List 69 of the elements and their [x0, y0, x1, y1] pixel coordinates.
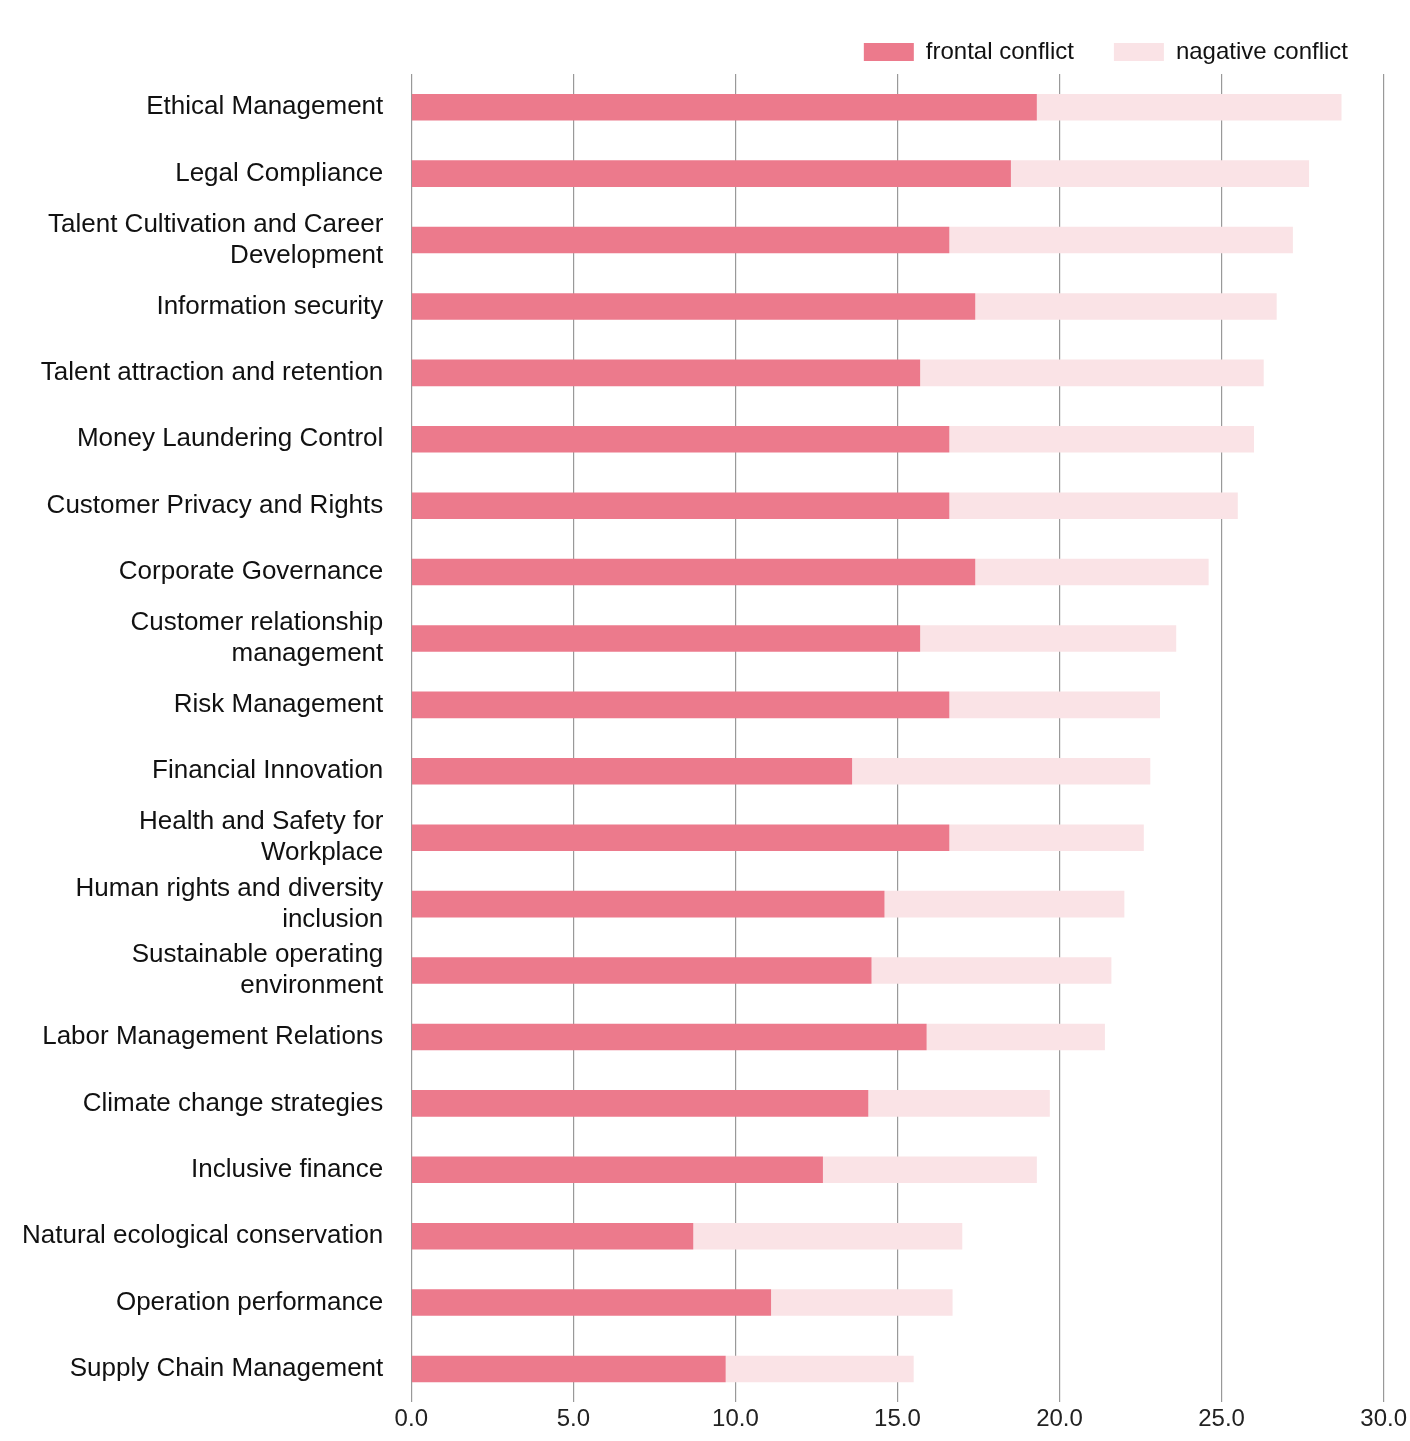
- bar: [871, 957, 1112, 984]
- bar: [411, 691, 950, 719]
- bar: [949, 492, 1238, 519]
- bar: [693, 1222, 963, 1250]
- y-tick-label: Natural ecological conservation: [22, 1219, 384, 1250]
- y-tick-label: Customer Privacy and Rights: [46, 488, 384, 519]
- bar: [920, 625, 1177, 652]
- y-tick-label: Corporate Governance: [118, 555, 384, 586]
- y-tick-label: Operation performance: [115, 1285, 384, 1316]
- y-tick-label: Financial Innovation: [152, 754, 384, 785]
- bar: [411, 293, 976, 320]
- bar: [920, 359, 1264, 387]
- y-tick-label: Human rights and diversity inclusion: [75, 871, 384, 933]
- y-tick-label: Legal Compliance: [175, 156, 384, 187]
- bar: [852, 758, 1151, 785]
- y-tick-label: Information security: [156, 289, 384, 320]
- y-tick-label: Inclusive finance: [191, 1152, 384, 1183]
- x-tick-label: 15.0: [874, 1404, 921, 1432]
- bar: [1036, 93, 1342, 121]
- bar: [411, 758, 853, 785]
- bar: [949, 824, 1144, 851]
- bar: [411, 957, 872, 984]
- y-tick-label: Labor Management Relations: [42, 1020, 384, 1051]
- y-tick-label: Talent attraction and retention: [40, 356, 384, 387]
- bar: [926, 1023, 1105, 1051]
- bar: [975, 293, 1277, 320]
- bar: [411, 625, 921, 652]
- bar: [1010, 160, 1310, 187]
- bar: [725, 1355, 914, 1383]
- x-tick-label: 5.0: [556, 1404, 591, 1432]
- legend-label: frontal conflict: [925, 36, 1075, 64]
- bar: [411, 492, 950, 519]
- bar: [411, 558, 976, 586]
- bar: [411, 1156, 823, 1184]
- bar: [868, 1090, 1050, 1117]
- y-tick-label: Talent Cultivation and Career Development: [48, 207, 385, 269]
- bar: [411, 1023, 927, 1051]
- bar: [822, 1156, 1037, 1184]
- y-tick-label: Ethical Management: [146, 90, 385, 121]
- bar: [411, 160, 1011, 187]
- x-tick-label: 30.0: [1360, 1404, 1407, 1432]
- bar: [884, 890, 1125, 918]
- y-tick-label: Climate change strategies: [82, 1086, 384, 1117]
- x-tick-label: 10.0: [712, 1404, 759, 1432]
- bar: [411, 359, 921, 387]
- x-tick-label: 20.0: [1036, 1404, 1083, 1432]
- legend-label: nagative conflict: [1175, 36, 1349, 64]
- y-tick-label: Risk Management: [173, 688, 385, 719]
- bar: [411, 890, 885, 918]
- y-tick-label: Sustainable operating environment: [131, 938, 385, 1000]
- bar: [411, 226, 950, 254]
- y-tick-label: Health and Safety for Workplace: [139, 805, 384, 867]
- bar: [411, 425, 950, 453]
- x-tick-label: 25.0: [1198, 1404, 1245, 1432]
- bar: [411, 1289, 772, 1316]
- bar: [949, 691, 1161, 719]
- bar: [411, 824, 950, 851]
- bar: [411, 93, 1037, 121]
- x-tick-label: 0.0: [394, 1404, 428, 1432]
- bar: [411, 1355, 726, 1383]
- y-tick-label: Money Laundering Control: [76, 422, 384, 453]
- bar: [949, 425, 1254, 453]
- bar: [411, 1222, 694, 1250]
- y-tick-label: Customer relationship management: [130, 606, 385, 668]
- bar: [949, 226, 1293, 254]
- bar: [975, 558, 1209, 586]
- bar: [771, 1289, 953, 1316]
- y-tick-label: Supply Chain Management: [69, 1352, 385, 1383]
- bar: [411, 1090, 869, 1117]
